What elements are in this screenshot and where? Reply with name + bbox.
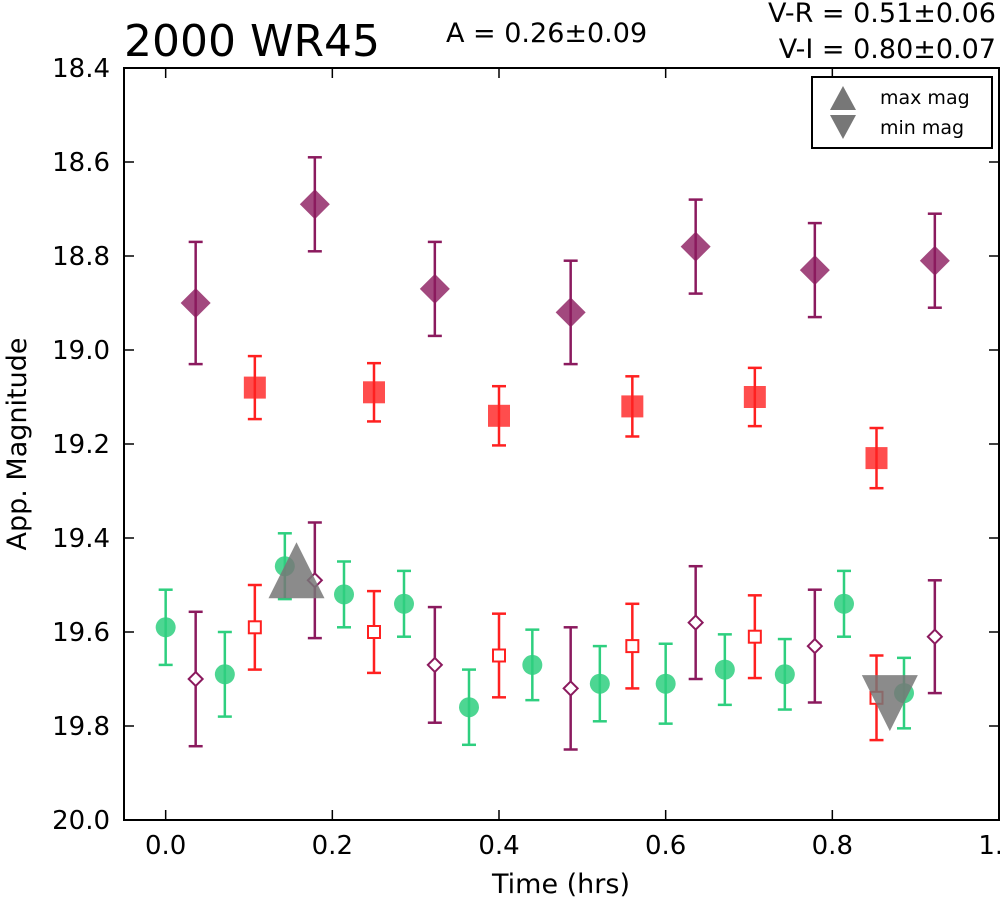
data-point-square bbox=[488, 404, 510, 427]
axis-ticks: 0.0 0.2 0.4 0.6 0.8 1.0 18.4 18.6 18.8 19.0 19.2 19… bbox=[52, 54, 1000, 861]
data-point-open-diamond bbox=[187, 670, 205, 688]
data-point-circle bbox=[334, 584, 354, 605]
y-tick-label: 18.4 bbox=[52, 54, 110, 84]
data-point-diamond bbox=[680, 231, 711, 262]
data-point-circle bbox=[394, 593, 414, 614]
y-tick-label: 20.0 bbox=[52, 806, 110, 836]
x-axis-label: Time (hrs) bbox=[491, 869, 630, 900]
legend: max mag min mag bbox=[811, 76, 993, 149]
plot-area bbox=[155, 156, 950, 751]
data-point-circle bbox=[655, 673, 676, 694]
y-tick-label: 19.4 bbox=[52, 524, 110, 554]
color-index-vi: V-I = 0.80±0.07 bbox=[779, 34, 996, 65]
data-point-circle bbox=[589, 673, 610, 694]
legend-min-mag-label: min mag bbox=[880, 117, 964, 139]
data-point-diamond bbox=[919, 245, 950, 276]
data-point-open-diamond bbox=[687, 614, 705, 632]
y-axis-label: App. Magnitude bbox=[2, 338, 33, 551]
max-mag-marker bbox=[268, 542, 325, 599]
data-point-open-square bbox=[367, 625, 381, 639]
data-point-diamond bbox=[180, 288, 211, 318]
data-point-square bbox=[363, 381, 385, 404]
data-point-square bbox=[243, 376, 266, 399]
data-point-circle bbox=[155, 617, 176, 638]
x-tick-label: 0.0 bbox=[145, 831, 186, 861]
data-point-diamond bbox=[299, 189, 330, 220]
data-point-open-diamond bbox=[806, 637, 824, 655]
y-tick-label: 18.6 bbox=[52, 148, 110, 178]
data-point-diamond bbox=[555, 297, 586, 328]
legend-min-mag-marker bbox=[830, 115, 856, 139]
chart-title: 2000 WR45 bbox=[124, 16, 380, 67]
data-point-open-diamond bbox=[426, 656, 444, 674]
data-point-circle bbox=[459, 697, 479, 718]
legend-max-mag-marker bbox=[830, 86, 856, 110]
min-mag-marker bbox=[861, 675, 918, 732]
amplitude-text: A = 0.26±0.09 bbox=[446, 18, 647, 49]
data-point-circle bbox=[774, 664, 795, 685]
data-point-circle bbox=[522, 654, 543, 675]
data-point-open-square bbox=[747, 629, 762, 644]
data-point-square bbox=[865, 447, 888, 470]
data-point-diamond bbox=[419, 273, 450, 304]
x-tick-label: 0.2 bbox=[312, 831, 353, 861]
y-tick-label: 19.6 bbox=[52, 618, 110, 648]
data-point-open-square bbox=[247, 620, 262, 635]
data-point-circle bbox=[714, 659, 735, 680]
x-tick-label: 1.0 bbox=[978, 831, 1000, 861]
x-tick-label: 0.6 bbox=[645, 831, 686, 861]
data-point-open-diamond bbox=[562, 679, 580, 697]
y-tick-label: 19.0 bbox=[52, 336, 110, 366]
data-point-circle bbox=[834, 593, 854, 614]
y-tick-label: 19.8 bbox=[52, 712, 110, 742]
y-tick-label: 18.8 bbox=[52, 242, 110, 272]
data-point-square bbox=[743, 386, 766, 408]
data-point-square bbox=[621, 395, 644, 418]
data-point-circle bbox=[214, 664, 235, 685]
legend-max-mag-label: max mag bbox=[880, 87, 970, 109]
x-tick-label: 0.4 bbox=[478, 831, 519, 861]
y-tick-label: 19.2 bbox=[52, 430, 110, 460]
color-index-vr: V-R = 0.51±0.06 bbox=[768, 0, 996, 29]
data-point-open-square bbox=[492, 648, 506, 663]
data-point-open-square bbox=[625, 639, 640, 654]
data-point-open-diamond bbox=[926, 628, 944, 646]
plot-frame bbox=[123, 67, 1000, 821]
data-point-diamond bbox=[799, 255, 830, 286]
x-tick-label: 0.8 bbox=[812, 831, 853, 861]
